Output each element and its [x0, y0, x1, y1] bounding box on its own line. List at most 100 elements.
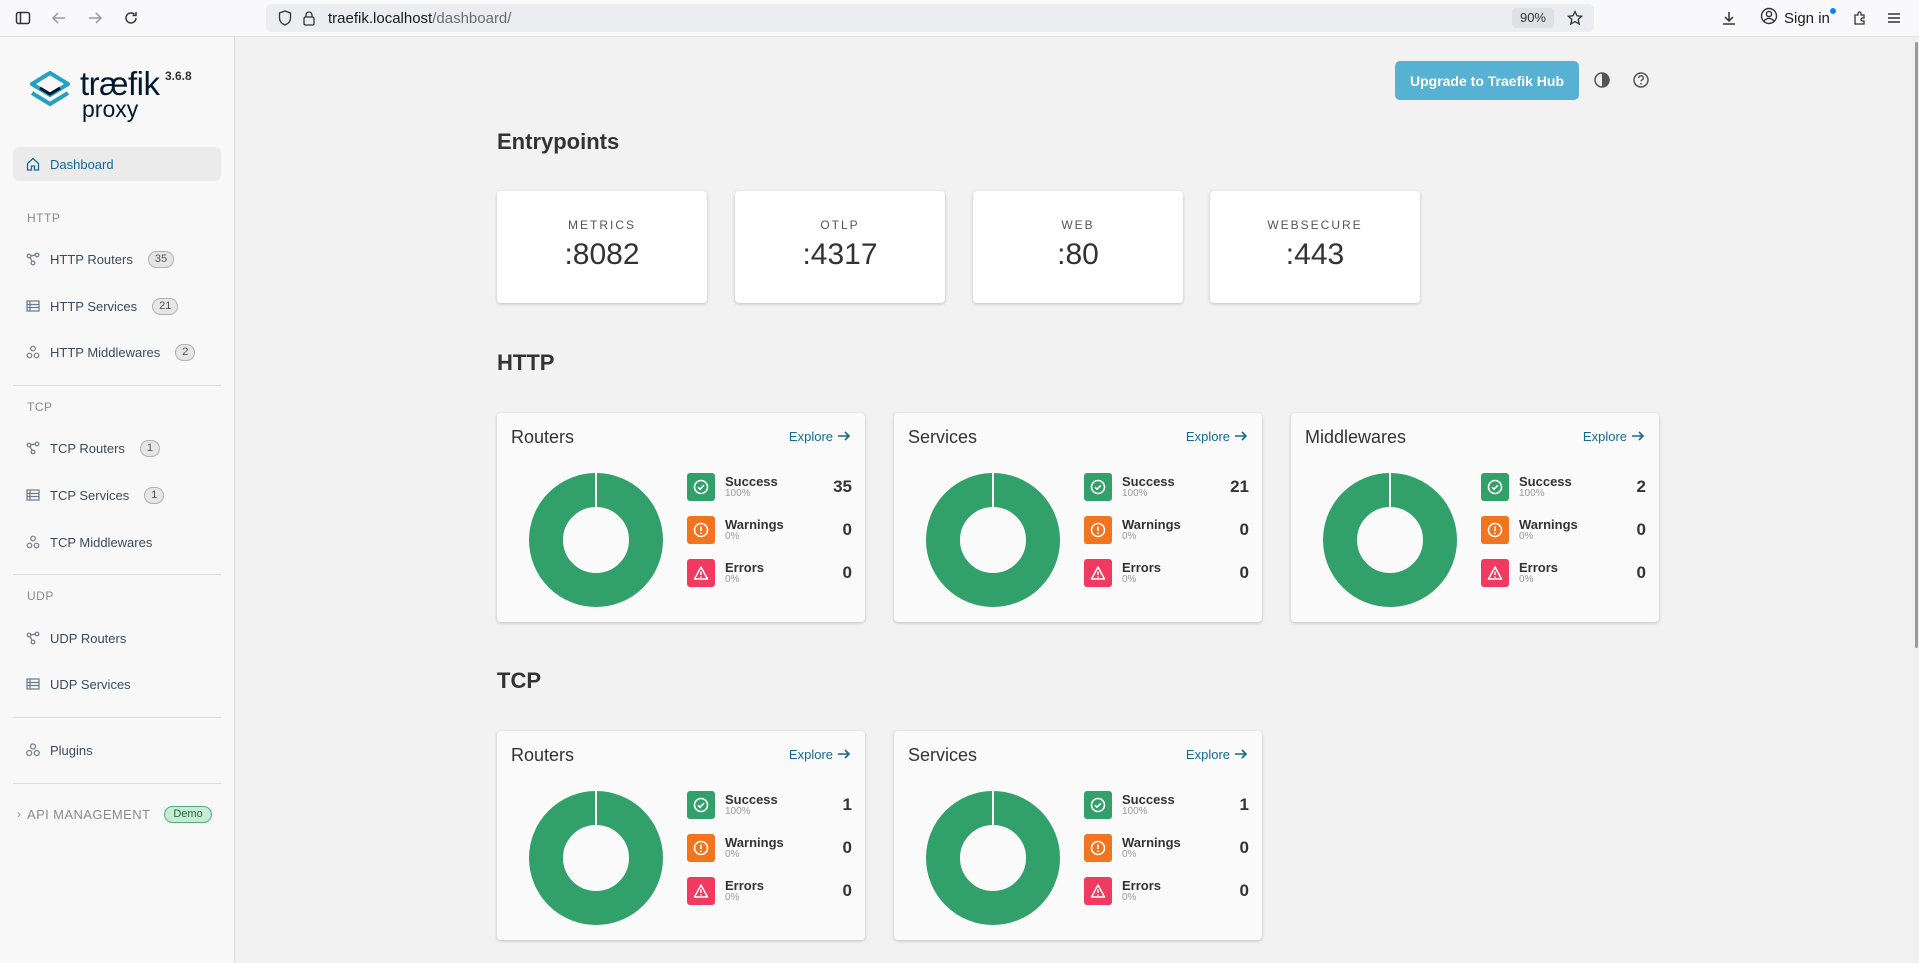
status-donut-chart — [926, 473, 1060, 607]
status-percent: 0% — [725, 531, 740, 542]
explore-link[interactable]: Explore — [789, 429, 851, 444]
sidebar-item-udp-services[interactable]: UDP Services — [13, 667, 221, 701]
menu-icon[interactable] — [1883, 7, 1905, 29]
sidebar-item-plugins[interactable]: Plugins — [13, 733, 221, 767]
tcp-section-title: TCP — [497, 668, 541, 693]
lock-icon[interactable] — [298, 7, 320, 29]
sidebar-item-udp-routers[interactable]: UDP Routers — [13, 621, 221, 655]
explore-link[interactable]: Explore — [789, 747, 851, 762]
sidebar-item-label: TCP Middlewares — [50, 534, 153, 550]
sidebar-item-tcp-middlewares[interactable]: TCP Middlewares — [13, 525, 221, 559]
check-circle-icon — [1481, 473, 1509, 501]
entrypoint-name: METRICS — [568, 218, 636, 232]
status-percent: 100% — [1519, 488, 1545, 499]
status-label: Errors — [1519, 560, 1559, 575]
section-label-http: HTTP — [27, 211, 61, 225]
entrypoints-title: Entrypoints — [497, 129, 620, 154]
help-icon[interactable] — [1630, 69, 1652, 91]
arrow-right-icon — [837, 747, 851, 762]
status-count: 0 — [1239, 881, 1249, 900]
scrollbar-thumb[interactable] — [1915, 42, 1918, 648]
status-count: 0 — [1636, 520, 1646, 539]
back-icon[interactable] — [48, 7, 70, 29]
status-row-warnings: Warnings 0% 0 — [1084, 516, 1249, 544]
status-count: 0 — [1239, 838, 1249, 857]
sidebar-item-label: UDP Services — [50, 676, 131, 692]
status-label: Errors — [1122, 560, 1162, 575]
explore-link[interactable]: Explore — [1583, 429, 1645, 444]
explore-link[interactable]: Explore — [1186, 429, 1248, 444]
tcp-stat-card: Routers Explore Success 100% 1 Warnings 0% 0 Err… — [497, 731, 865, 940]
status-label: Warnings — [725, 835, 784, 850]
explore-label: Explore — [1185, 429, 1230, 444]
status-count: 0 — [842, 520, 852, 539]
sidebar-item-http-services[interactable]: HTTP Services 21 — [13, 289, 221, 323]
status-percent: 0% — [1122, 574, 1137, 585]
sidebar-item-api-management[interactable]: › API MANAGEMENT Demo — [13, 797, 221, 831]
url-text: traefik.localhost/dashboard/ — [328, 10, 511, 27]
extensions-icon[interactable] — [1849, 7, 1871, 29]
http-section-title: HTTP — [497, 350, 555, 375]
status-percent: 0% — [1519, 531, 1534, 542]
chevron-right-icon: › — [17, 807, 21, 821]
explore-label: Explore — [788, 747, 833, 762]
status-count: 0 — [842, 838, 852, 857]
services-icon — [25, 676, 41, 692]
sign-in-button[interactable]: Sign in — [1754, 4, 1838, 32]
downloads-icon[interactable] — [1718, 7, 1740, 29]
sidebar-toggle-icon[interactable] — [12, 7, 34, 29]
status-donut-chart — [926, 791, 1060, 925]
status-count: 35 — [833, 477, 852, 496]
status-row-warnings: Warnings 0% 0 — [687, 834, 852, 862]
forward-icon[interactable] — [84, 7, 106, 29]
demo-badge: Demo — [164, 805, 212, 823]
status-row-success: Success 100% 1 — [1084, 791, 1249, 819]
upgrade-button[interactable]: Upgrade to Traefik Hub — [1395, 61, 1579, 100]
zoom-badge[interactable]: 90% — [1511, 8, 1554, 28]
sidebar-item-tcp-routers[interactable]: TCP Routers 1 — [13, 431, 221, 465]
arrow-right-icon — [1234, 429, 1248, 444]
status-label: Success — [725, 792, 778, 807]
sidebar-item-label: UDP Routers — [50, 630, 127, 646]
sidebar-item-dashboard[interactable]: Dashboard — [13, 147, 221, 181]
services-icon — [25, 487, 41, 503]
card-title: Services — [908, 427, 978, 447]
theme-toggle-icon[interactable] — [1591, 69, 1613, 91]
status-percent: 0% — [1122, 531, 1137, 542]
status-row-errors: Errors 0% 0 — [1084, 559, 1249, 587]
sidebar-item-tcp-services[interactable]: TCP Services 1 — [13, 478, 221, 512]
error-icon — [687, 559, 715, 587]
routers-icon — [25, 440, 41, 456]
status-label: Errors — [725, 878, 765, 893]
warning-icon — [687, 834, 715, 862]
sidebar-item-label: HTTP Services — [50, 298, 138, 314]
plugins-icon — [25, 742, 41, 758]
http-stat-card: Middlewares Explore Success 100% 2 Warnings 0%… — [1291, 413, 1659, 622]
explore-link[interactable]: Explore — [1186, 747, 1248, 762]
explore-label: Explore — [1582, 429, 1627, 444]
traefik-logo[interactable]: træfik proxy 3.6.8 — [28, 65, 228, 125]
status-percent: 100% — [1122, 488, 1148, 499]
status-label: Success — [1122, 792, 1175, 807]
sidebar-item-http-middlewares[interactable]: HTTP Middlewares 2 — [13, 335, 221, 369]
brand-sub: proxy — [82, 96, 139, 122]
status-count: 0 — [1239, 563, 1249, 582]
card-title: Middlewares — [1305, 427, 1407, 447]
middlewares-icon — [25, 534, 41, 550]
status-label: Warnings — [1122, 835, 1181, 850]
sidebar-item-label: TCP Services — [50, 487, 130, 503]
url-path: /dashboard/ — [432, 10, 512, 27]
url-bar[interactable]: traefik.localhost/dashboard/ 90% — [266, 4, 1594, 32]
shield-icon[interactable] — [274, 7, 296, 29]
status-percent: 100% — [725, 806, 751, 817]
entrypoint-port: :443 — [1285, 238, 1345, 271]
sidebar-item-label: API MANAGEMENT — [27, 806, 151, 822]
sidebar-item-label: HTTP Routers — [50, 251, 133, 267]
middlewares-icon — [25, 344, 41, 360]
sidebar-divider — [13, 783, 221, 784]
bookmark-star-icon[interactable] — [1564, 7, 1586, 29]
reload-icon[interactable] — [120, 7, 142, 29]
status-count: 1 — [842, 795, 852, 814]
explore-label: Explore — [1185, 747, 1230, 762]
sidebar-item-http-routers[interactable]: HTTP Routers 35 — [13, 242, 221, 276]
